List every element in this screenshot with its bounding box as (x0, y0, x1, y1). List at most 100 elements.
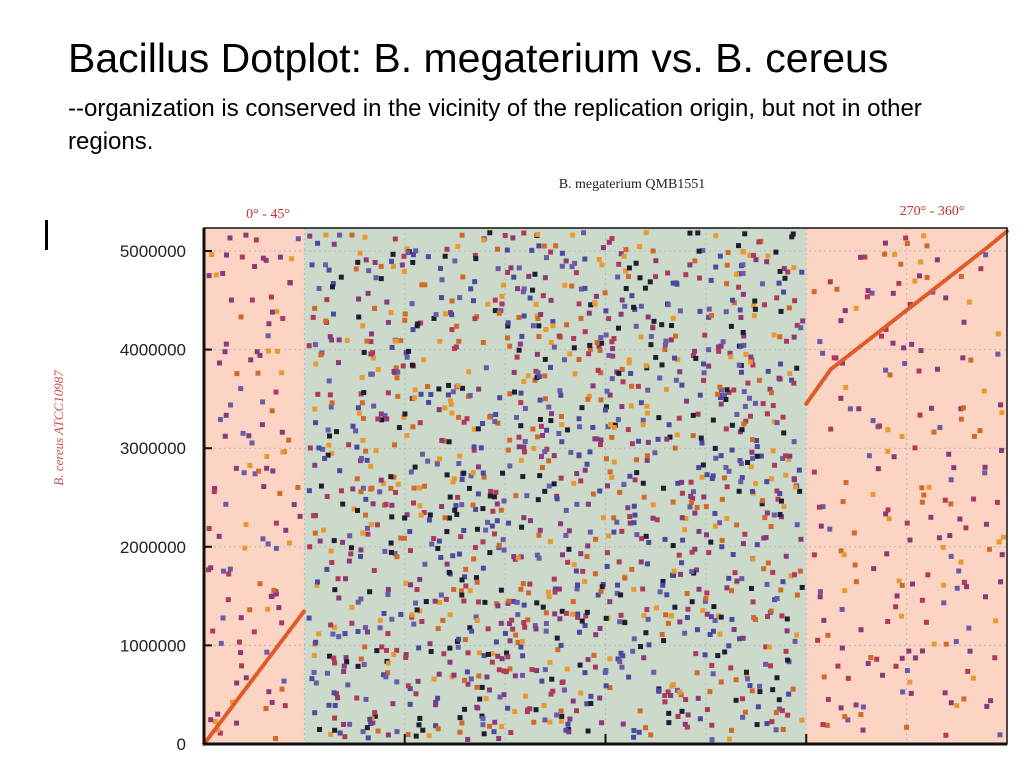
dot (438, 592, 444, 598)
dot (358, 547, 364, 553)
dot (690, 412, 696, 418)
dot (543, 255, 549, 261)
dot (883, 367, 889, 373)
dot (417, 576, 423, 582)
dot (355, 599, 361, 605)
dot (388, 540, 394, 546)
dot (616, 325, 622, 331)
dot (360, 323, 366, 329)
dot (270, 468, 276, 474)
dot (542, 667, 548, 673)
dot (460, 385, 466, 391)
dot (491, 729, 497, 735)
dot (394, 729, 400, 735)
dot (620, 721, 626, 727)
dot (374, 648, 380, 654)
dot (480, 470, 486, 476)
dot (228, 402, 234, 408)
dot (958, 416, 964, 422)
dot (851, 530, 857, 536)
dot (393, 338, 399, 344)
dot (652, 450, 658, 456)
dot (890, 340, 896, 346)
dot (269, 408, 275, 414)
dot (383, 674, 389, 680)
dot (536, 532, 542, 538)
dot (412, 395, 418, 401)
dot (984, 703, 990, 709)
dot (709, 476, 715, 482)
dot (394, 647, 400, 653)
dot (384, 299, 390, 305)
dot (341, 669, 347, 675)
dot (582, 329, 588, 335)
dot (717, 395, 723, 401)
dot (656, 688, 662, 694)
dot (323, 232, 329, 238)
dot (665, 689, 671, 695)
dot (720, 339, 726, 345)
dot (796, 467, 802, 473)
dot (506, 520, 512, 526)
dot (464, 416, 470, 422)
dot (919, 597, 925, 603)
dot (217, 730, 223, 736)
dot (447, 659, 453, 665)
dot (650, 502, 656, 508)
dot (627, 520, 633, 526)
dot (474, 579, 480, 585)
dot (493, 639, 499, 645)
dot (717, 384, 723, 390)
dot (388, 474, 394, 480)
dot (425, 384, 431, 390)
dot (516, 265, 522, 271)
dot (774, 295, 780, 301)
dot (668, 692, 674, 698)
dot (365, 735, 371, 741)
dot (423, 599, 429, 605)
dot (669, 613, 675, 619)
dot (322, 455, 328, 461)
dot (704, 611, 710, 617)
dot (769, 719, 775, 725)
dot (733, 697, 739, 703)
dot (629, 441, 635, 447)
dot (741, 333, 747, 339)
dot (492, 297, 498, 303)
dot (457, 715, 463, 721)
dot (918, 348, 924, 354)
dot (433, 312, 439, 318)
dot (730, 551, 736, 557)
dot (673, 333, 679, 339)
dot (545, 589, 551, 595)
dot (326, 702, 332, 708)
dot (582, 285, 588, 291)
dot (350, 486, 356, 492)
dot (695, 411, 701, 417)
dot (389, 502, 395, 508)
dot (455, 383, 461, 389)
dot (455, 494, 461, 500)
dot (359, 456, 365, 462)
dot (666, 422, 672, 428)
dot (695, 230, 701, 236)
dot (935, 366, 941, 372)
dot (587, 529, 593, 535)
dot (398, 535, 404, 541)
dot (689, 549, 695, 555)
dot (615, 656, 621, 662)
dot (422, 483, 428, 489)
dot (320, 446, 326, 452)
dot (390, 263, 396, 269)
dot (510, 235, 516, 241)
dot (391, 368, 397, 374)
dot (709, 662, 715, 668)
dot (247, 607, 253, 613)
dot (342, 576, 348, 582)
dot (520, 289, 526, 295)
dot (596, 343, 602, 349)
dot (393, 489, 399, 495)
dot (856, 406, 862, 412)
dot (752, 400, 758, 406)
dot (774, 488, 780, 494)
